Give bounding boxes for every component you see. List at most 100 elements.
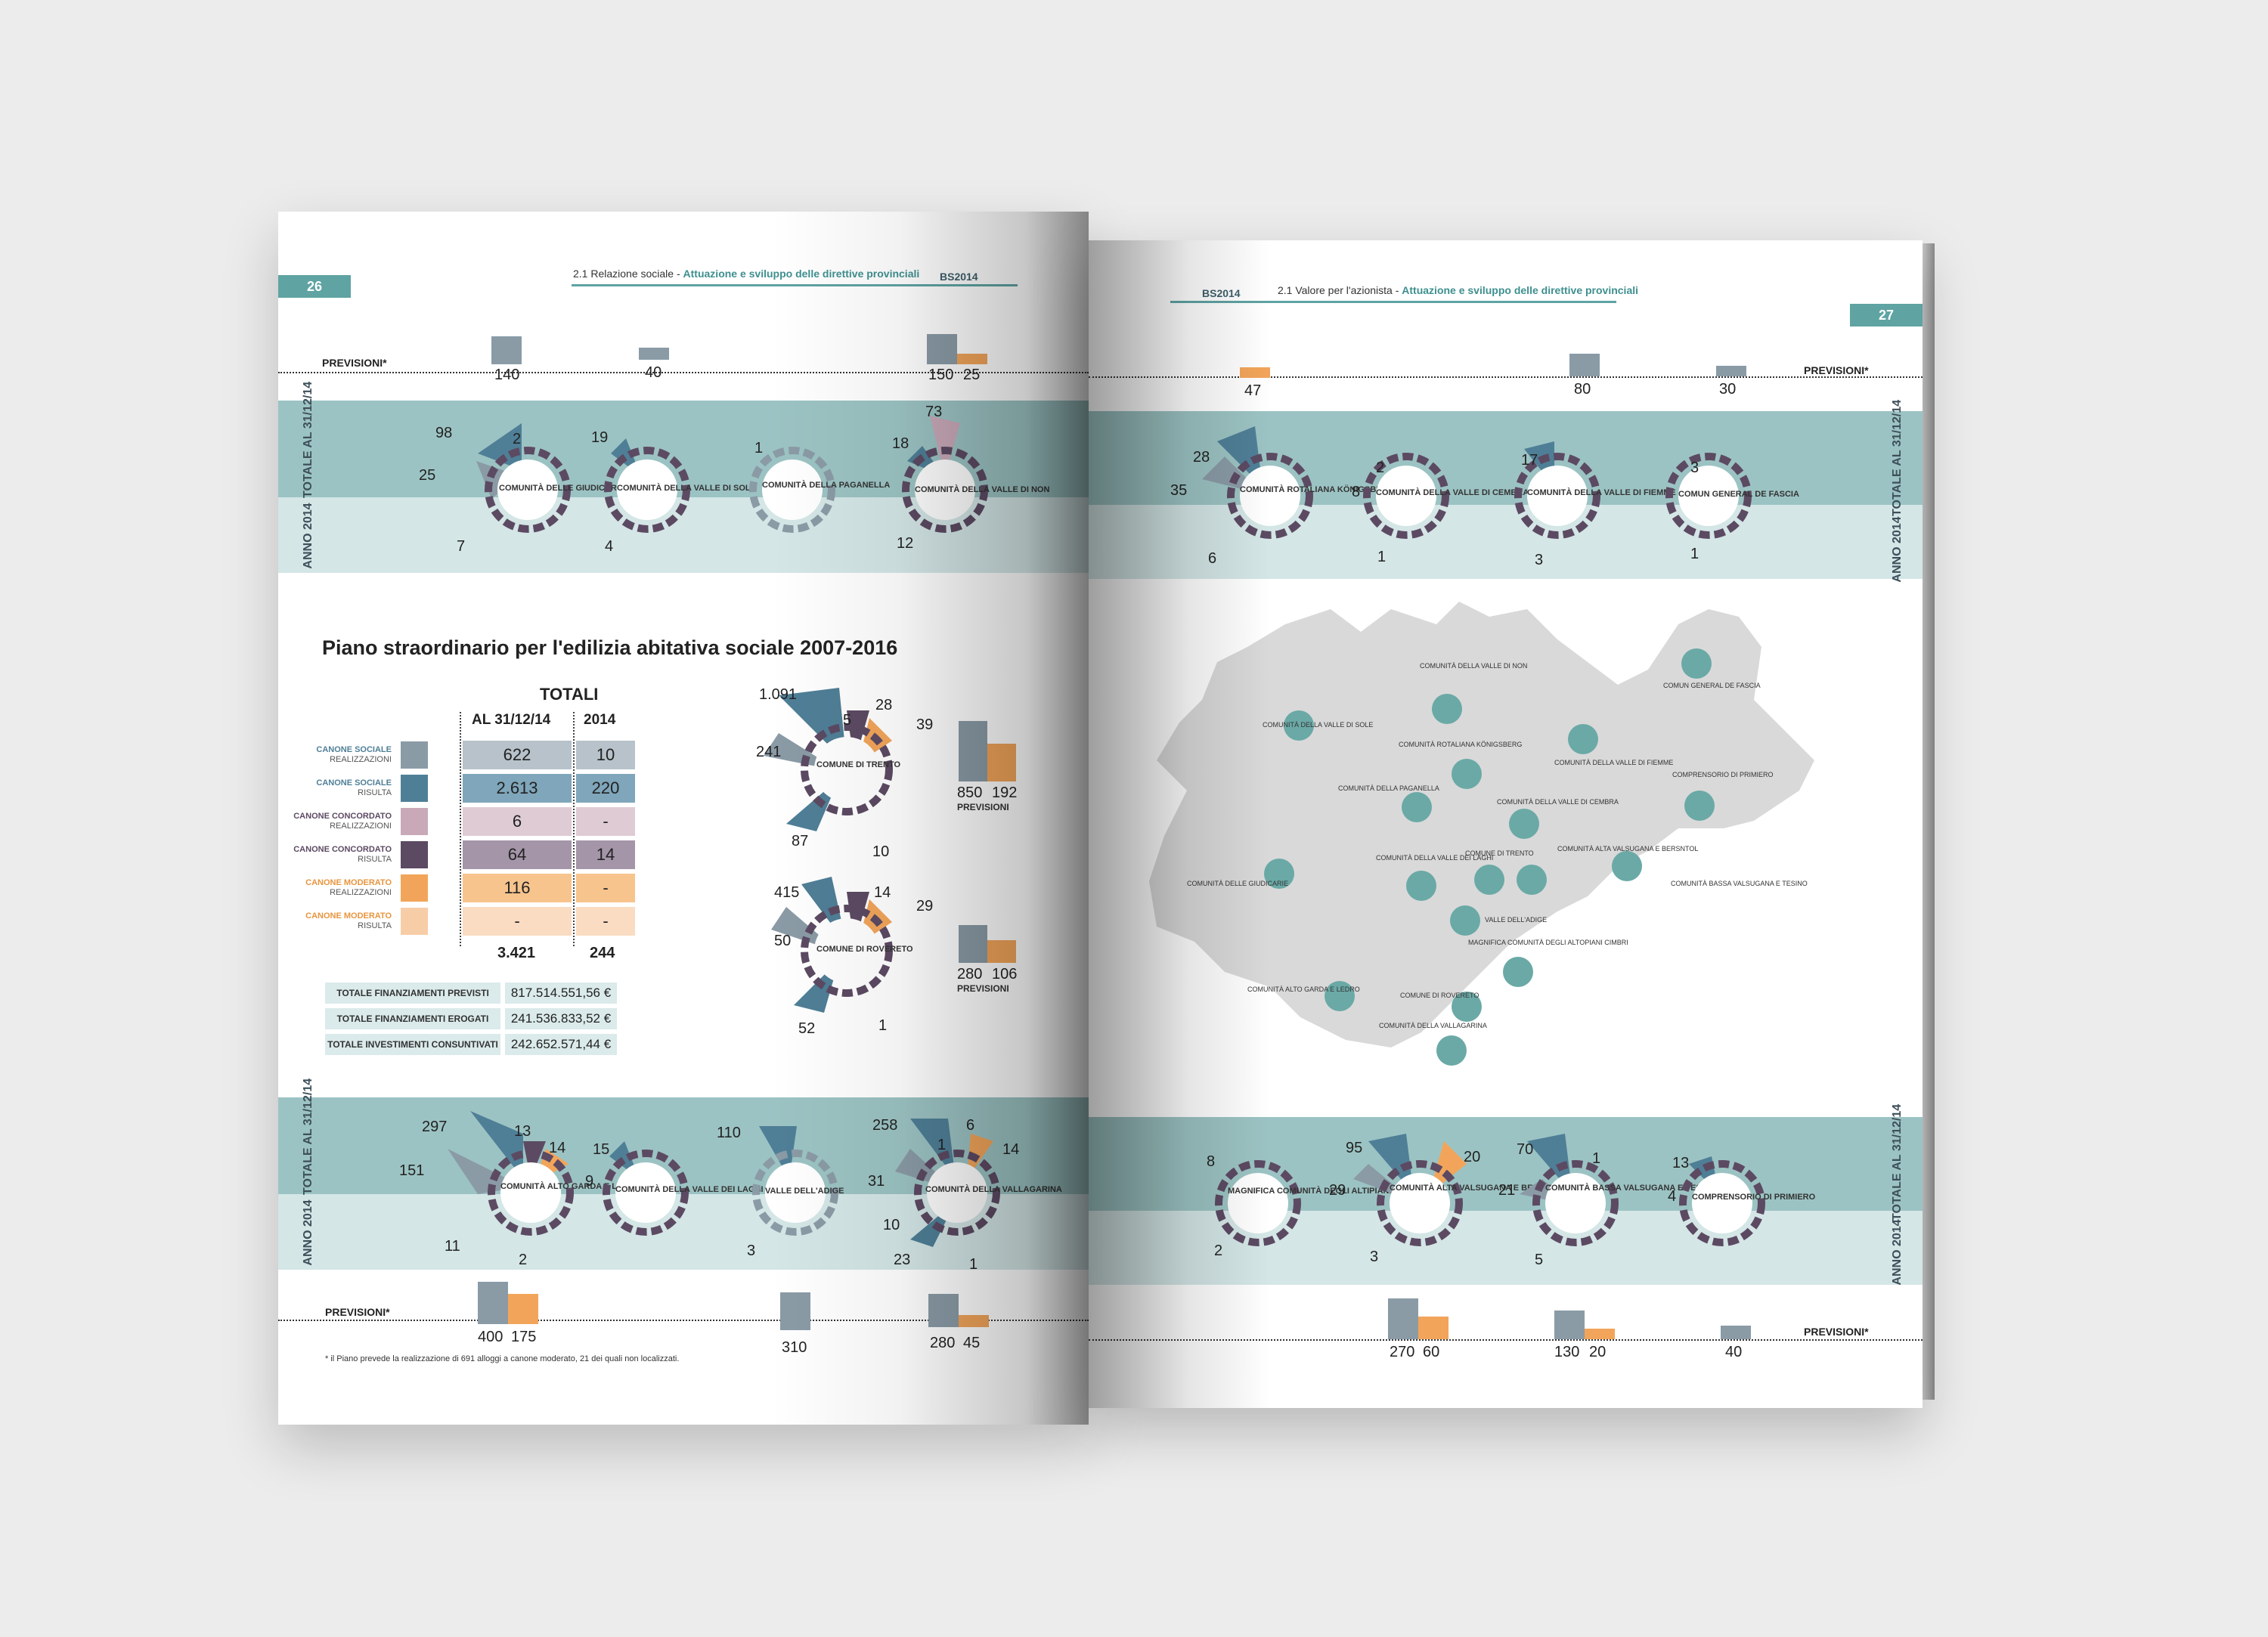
table-sum-year: 244 bbox=[590, 945, 615, 961]
prev-label: PREVISIONI bbox=[957, 983, 1009, 994]
prev-bar bbox=[780, 1292, 810, 1330]
table-cell: 64 bbox=[463, 840, 572, 869]
donut-label: COMUNITÀ ALTA VALSUGANA E BERSNTOL bbox=[1390, 1184, 1566, 1193]
donut-value: 14 bbox=[874, 884, 891, 901]
band-total-bottom-right bbox=[1089, 1117, 1923, 1211]
map-label: MAGNIFICA COMUNITÀ DEGLI ALTOPIANI CIMBR… bbox=[1468, 939, 1628, 946]
map-marker bbox=[1264, 859, 1294, 889]
prev-value: 40 bbox=[1725, 1344, 1743, 1360]
legend-row: CANONE MODERATO RISULTA bbox=[305, 911, 392, 930]
donut-chart-fascia bbox=[1665, 453, 1752, 539]
prev-value: 280 bbox=[957, 966, 983, 983]
donut-value: 1 bbox=[937, 1137, 947, 1153]
prev-bar bbox=[959, 721, 987, 781]
logo-right: BS2014 bbox=[1202, 287, 1241, 299]
donut-value: 15 bbox=[593, 1141, 610, 1158]
map-marker bbox=[1509, 809, 1539, 839]
donut-value: 39 bbox=[916, 716, 934, 733]
table-sum-total: 3.421 bbox=[497, 945, 536, 961]
donut-label: COMUNITÀ DELLA VALLE DI NON bbox=[915, 485, 1049, 494]
donut-value: 28 bbox=[1193, 449, 1210, 466]
map-label: COMUNITÀ ALTO GARDA E LEDRO bbox=[1247, 986, 1360, 993]
donut-chart-valle-dei-laghi bbox=[603, 1141, 689, 1236]
donut-value: 70 bbox=[1517, 1141, 1534, 1158]
map-marker bbox=[1402, 792, 1432, 822]
donut-value: 5 bbox=[843, 712, 852, 729]
map-label: COMUNITÀ DELLE GIUDICARIE bbox=[1187, 880, 1289, 887]
donut-value: 3 bbox=[1535, 552, 1544, 568]
map-label: COMPRENSORIO DI PRIMIERO bbox=[1672, 771, 1774, 778]
prev-value: 192 bbox=[992, 784, 1018, 801]
header-section-left: 2.1 Relazione sociale - bbox=[573, 268, 683, 280]
donut-chart-valle-di-sole bbox=[604, 438, 690, 533]
donut-value: 415 bbox=[774, 884, 800, 901]
donut-value: 17 bbox=[1521, 452, 1538, 469]
map-marker bbox=[1684, 791, 1715, 821]
donut-value: 13 bbox=[514, 1123, 531, 1140]
prev-value: 150 bbox=[928, 367, 954, 383]
prev-value: 175 bbox=[511, 1329, 537, 1345]
map-marker bbox=[1452, 759, 1482, 789]
donut-value: 1 bbox=[754, 440, 764, 456]
donut-value: 10 bbox=[872, 843, 890, 860]
prev-bar bbox=[639, 348, 669, 360]
prev-value: 280 bbox=[930, 1335, 956, 1351]
prev-bar bbox=[1716, 366, 1746, 376]
table-cell: - bbox=[463, 907, 572, 936]
band-year-label: ANNO 2014 bbox=[1891, 1219, 1904, 1286]
donut-chart-alta-valsugana bbox=[1353, 1134, 1467, 1246]
donut-value: 4 bbox=[1668, 1188, 1677, 1205]
donut-chart-valle-di-cembra bbox=[1363, 453, 1449, 539]
prev-bar bbox=[1388, 1298, 1418, 1339]
prev-value: 310 bbox=[782, 1339, 807, 1356]
donut-value: 8 bbox=[1352, 484, 1361, 500]
footnote: * il Piano prevede la realizzazione di 6… bbox=[325, 1354, 680, 1363]
prev-bar bbox=[1721, 1326, 1751, 1339]
financing-label: TOTALE INVESTIMENTI CONSUNTIVATI bbox=[325, 1034, 500, 1055]
map-marker bbox=[1612, 851, 1642, 881]
donut-label: COMUNITÀ DELLE GIUDICARIE bbox=[499, 484, 624, 493]
map-label: COMUNITÀ DELLA VALLE DI NON bbox=[1420, 662, 1528, 670]
header-right: 2.1 Valore per l'azionista - Attuazione … bbox=[1278, 284, 1638, 296]
table-cell: 116 bbox=[463, 874, 572, 902]
previsioni-label-top-right: PREVISIONI* bbox=[1804, 364, 1869, 376]
map-label: COMUN GENERAL DE FASCIA bbox=[1663, 682, 1761, 689]
band-year-label: ANNO 2014 bbox=[302, 1199, 314, 1266]
band-total-label: TOTALE AL 31/12/14 bbox=[302, 1078, 314, 1195]
prev-bar bbox=[478, 1282, 508, 1324]
prev-bar bbox=[987, 940, 1016, 963]
donut-value: 11 bbox=[445, 1238, 460, 1255]
donut-value: 2 bbox=[1214, 1242, 1223, 1259]
map-label: COMUNITÀ DELLA VALLE DI FIEMME bbox=[1554, 759, 1674, 766]
donut-value: 98 bbox=[435, 425, 453, 441]
prev-value: 850 bbox=[957, 784, 983, 801]
donut-value: 1 bbox=[1690, 546, 1699, 562]
header-subtitle-right: Attuazione e sviluppo delle direttive pr… bbox=[1402, 284, 1639, 296]
legend-row: CANONE MODERATO REALIZZAZIONI bbox=[305, 878, 392, 897]
map-label: COMUNE DI ROVERETO bbox=[1400, 992, 1479, 999]
donut-value: 2 bbox=[519, 1252, 528, 1268]
donut-value: 2 bbox=[1376, 460, 1385, 476]
donut-value: 1.091 bbox=[759, 686, 798, 703]
donut-label: MAGNIFICA COMUNITÀ DEGLI ALTIPIANI CIMBR… bbox=[1228, 1187, 1424, 1196]
prev-label: PREVISIONI bbox=[957, 802, 1009, 812]
financing-label: TOTALE FINANZIAMENTI PREVISTI bbox=[325, 983, 500, 1004]
table-divider bbox=[460, 712, 461, 946]
donut-chart-vallagarina bbox=[895, 1119, 1000, 1247]
prev-bar bbox=[987, 744, 1016, 781]
donut-chart-valle-adige bbox=[752, 1126, 838, 1236]
donut-label: COMUNITÀ ALTO GARDA E LEDRO bbox=[500, 1182, 641, 1191]
donut-value: 8 bbox=[1207, 1153, 1216, 1170]
map-label: COMUNITÀ DELLA VALLAGARINA bbox=[1379, 1022, 1487, 1029]
donut-label: COMPRENSORIO DI PRIMIERO bbox=[1692, 1193, 1815, 1202]
map-marker bbox=[1436, 1035, 1467, 1066]
legend-row: CANONE CONCORDATO REALIZZAZIONI bbox=[293, 812, 392, 831]
right-page: 27 BS2014 2.1 Valore per l'azionista - A… bbox=[1089, 240, 1923, 1408]
table-cell: - bbox=[576, 807, 635, 836]
donut-value: 9 bbox=[585, 1173, 594, 1190]
legend-swatch bbox=[401, 841, 428, 868]
donut-value: 6 bbox=[966, 1117, 975, 1134]
prev-value: 20 bbox=[1589, 1344, 1606, 1360]
map-marker bbox=[1452, 992, 1482, 1022]
